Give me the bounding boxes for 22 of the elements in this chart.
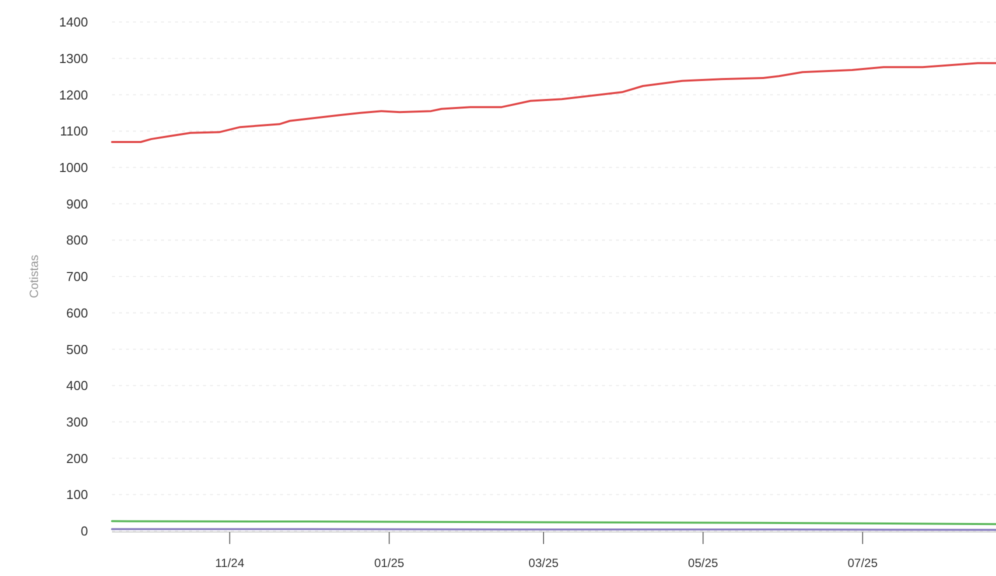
x-tick-label: 03/25 (528, 556, 559, 570)
y-axis-title: Cotistas (27, 254, 41, 298)
y-tick-label: 900 (66, 196, 88, 212)
y-tick-label: 1400 (59, 14, 88, 30)
y-tick-label: 200 (66, 450, 88, 466)
x-tick-label: 11/24 (215, 556, 245, 570)
x-tick-label: 07/25 (848, 556, 878, 570)
x-tick-label: 05/25 (688, 556, 718, 570)
y-tick-label: 700 (66, 269, 88, 284)
y-tick-label: 400 (66, 378, 88, 394)
y-tick-label: 0 (80, 524, 88, 539)
y-tick-label: 1200 (59, 87, 88, 102)
y-tick-label: 500 (66, 342, 88, 357)
y-tick-label: 100 (66, 487, 88, 502)
y-tick-label: 800 (66, 232, 88, 248)
line-series (111, 62, 996, 143)
y-tick-label: 600 (66, 305, 88, 320)
x-tick-label: 01/25 (374, 556, 405, 570)
y-tick-label: 300 (66, 414, 88, 430)
y-tick-label: 1000 (59, 160, 88, 175)
y-tick-label: 1300 (59, 50, 88, 66)
y-tick-label: 1100 (60, 124, 88, 139)
